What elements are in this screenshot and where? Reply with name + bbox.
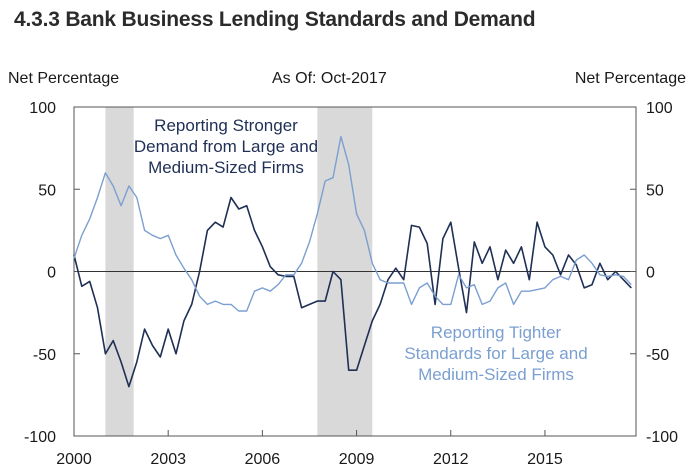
- x-tick-label: 2006: [245, 451, 281, 468]
- annotation-standards: Standards for Large and: [404, 344, 587, 363]
- annotation-demand: Reporting Stronger: [154, 116, 298, 135]
- y-tick-label-left: 100: [29, 100, 56, 117]
- x-tick-label: 2000: [56, 451, 92, 468]
- x-tick-label: 2015: [527, 451, 563, 468]
- x-tick-label: 2012: [433, 451, 469, 468]
- x-tick-label: 2003: [150, 451, 186, 468]
- y-tick-label-right: -100: [646, 429, 678, 446]
- y-tick-label-left: 0: [47, 265, 56, 282]
- chart-title: 4.3.3 Bank Business Lending Standards an…: [14, 8, 536, 31]
- annotation-standards: Medium-Sized Firms: [418, 365, 574, 384]
- y-tick-label-right: 50: [646, 182, 664, 199]
- left-axis-label: Net Percentage: [8, 70, 120, 87]
- y-tick-label-left: -100: [24, 429, 56, 446]
- x-tick-label: 2009: [339, 451, 375, 468]
- y-tick-label-right: -50: [646, 347, 669, 364]
- series-line-demand: [73, 196, 632, 388]
- y-tick-label-right: 100: [646, 100, 673, 117]
- right-axis-label: Net Percentage: [574, 70, 686, 87]
- annotation-demand: Medium-Sized Firms: [148, 158, 304, 177]
- y-tick-label-left: 50: [38, 182, 56, 199]
- as-of-label: As Of: Oct-2017: [272, 70, 387, 87]
- annotation-standards: Reporting Tighter: [431, 323, 562, 342]
- y-tick-label-right: 0: [646, 265, 655, 282]
- y-tick-label-left: -50: [33, 347, 56, 364]
- annotation-demand: Demand from Large and: [134, 137, 318, 156]
- series-line-standards: [73, 135, 632, 312]
